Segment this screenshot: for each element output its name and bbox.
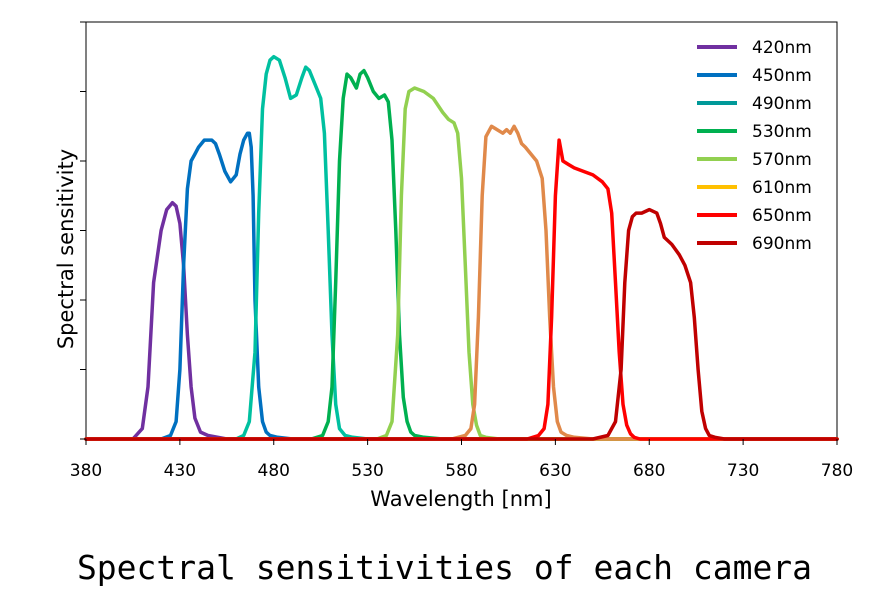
y-axis-title: Spectral sensitivity [54,149,78,349]
series-line-530nm [84,68,839,441]
plot-area-frame [85,21,838,440]
legend-label: 690nm [752,234,812,254]
legend-label: 420nm [752,38,812,58]
x-tick-label: 730 [727,461,759,481]
series-line-450nm [84,131,839,441]
series-line-650nm [84,138,839,441]
x-tick-label: 380 [70,461,102,481]
legend-label: 490nm [752,94,812,114]
series-line-490nm [84,54,839,441]
series-line-690nm [84,207,839,441]
series-line-570nm [84,86,839,441]
legend-label: 530nm [752,122,812,142]
spectral-sensitivity-chart: 380 430 480 530 580 630 680 730 780 420nm 450nm 49… [54,21,853,511]
x-tick-label: 580 [445,461,477,481]
series-line-420nm [84,200,839,441]
x-tick-label: 430 [164,461,196,481]
x-tick-label: 780 [821,461,853,481]
legend-label: 450nm [752,66,812,86]
axis-layer: 380 430 480 530 580 630 680 730 780 [70,21,853,481]
x-tick-label: 630 [539,461,571,481]
x-tick-label: 530 [351,461,383,481]
legend-label: 650nm [752,206,812,226]
x-tick-label: 480 [258,461,290,481]
legend-label: 570nm [752,150,812,170]
series-line-610nm-band [84,124,839,441]
x-axis-title: Wavelength [nm] [370,487,551,511]
legend: 420nm 450nm 490nm 530nm 570nm 610nm 650nm 690nm [697,38,812,254]
x-tick-label: 680 [633,461,665,481]
figure-caption: Spectral sensitivities of each camera [76,548,813,587]
legend-label: 610nm [752,178,812,198]
